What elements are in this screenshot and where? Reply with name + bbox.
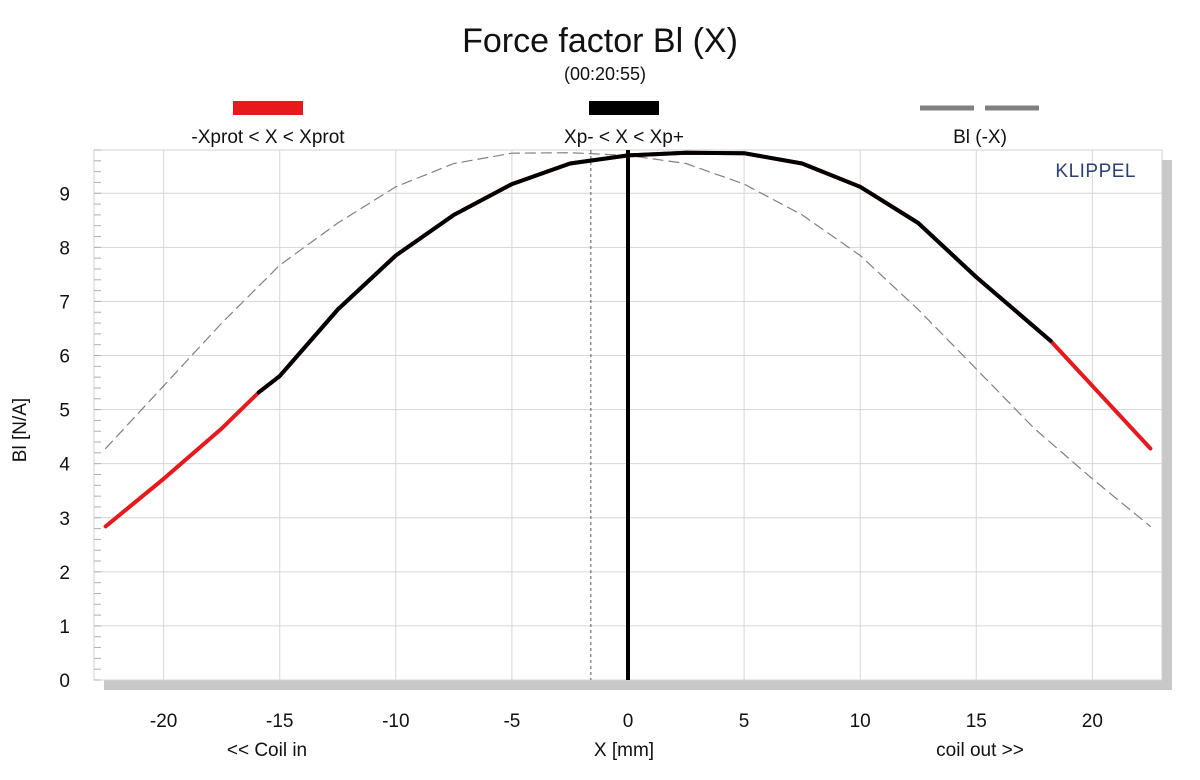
x-tick-label: -15 bbox=[266, 711, 293, 732]
y-axis-label: Bl [N/A] bbox=[10, 398, 31, 462]
x-tick-label: 20 bbox=[1082, 711, 1103, 732]
x-axis-label-right: coil out >> bbox=[936, 740, 1024, 761]
x-tick-label: 10 bbox=[850, 711, 871, 732]
y-tick-label: 9 bbox=[59, 184, 70, 205]
y-tick-label: 4 bbox=[59, 455, 70, 476]
x-axis-label-left: << Coil in bbox=[227, 740, 307, 761]
y-tick-label: 2 bbox=[59, 563, 70, 584]
chart-title: Force factor Bl (X) bbox=[462, 22, 738, 60]
series-line-xp bbox=[256, 150, 1053, 395]
x-tick-label: -10 bbox=[382, 711, 409, 732]
y-tick-label: 5 bbox=[59, 401, 70, 422]
minor-ticks bbox=[94, 149, 101, 681]
brand-label: KLIPPEL bbox=[1055, 161, 1136, 182]
y-tick-label: 0 bbox=[59, 671, 70, 692]
y-tick-label: 8 bbox=[59, 238, 70, 259]
legend-label-xp: Xp- < X < Xp+ bbox=[564, 127, 684, 148]
legend-label-xprot: -Xprot < X < Xprot bbox=[191, 127, 345, 148]
y-tick-label: 7 bbox=[59, 292, 70, 313]
y-tick-label: 6 bbox=[59, 347, 70, 368]
x-tick-label: 0 bbox=[623, 711, 634, 732]
legend-label-bl-negx: Bl (-X) bbox=[953, 127, 1007, 148]
x-tick-label: -20 bbox=[150, 711, 177, 732]
x-tick-label: -5 bbox=[503, 711, 520, 732]
y-tick-label: 3 bbox=[59, 509, 70, 530]
markers bbox=[590, 150, 630, 680]
x-tick-labels: -20 -15 -10 -5 0 5 10 15 20 bbox=[150, 711, 1103, 732]
y-tick-label: 1 bbox=[59, 617, 70, 638]
x-tick-label: 15 bbox=[966, 711, 987, 732]
x-axis-label: X [mm] bbox=[594, 740, 654, 761]
y-tick-labels: 0 1 2 3 4 5 6 7 8 9 bbox=[59, 184, 70, 692]
x-tick-label: 5 bbox=[739, 711, 750, 732]
chart-subtitle: (00:20:55) bbox=[564, 64, 646, 84]
legend: -Xprot < X < Xprot Xp- < X < Xp+ Bl (-X) bbox=[191, 101, 1039, 148]
series-group bbox=[103, 150, 1153, 529]
